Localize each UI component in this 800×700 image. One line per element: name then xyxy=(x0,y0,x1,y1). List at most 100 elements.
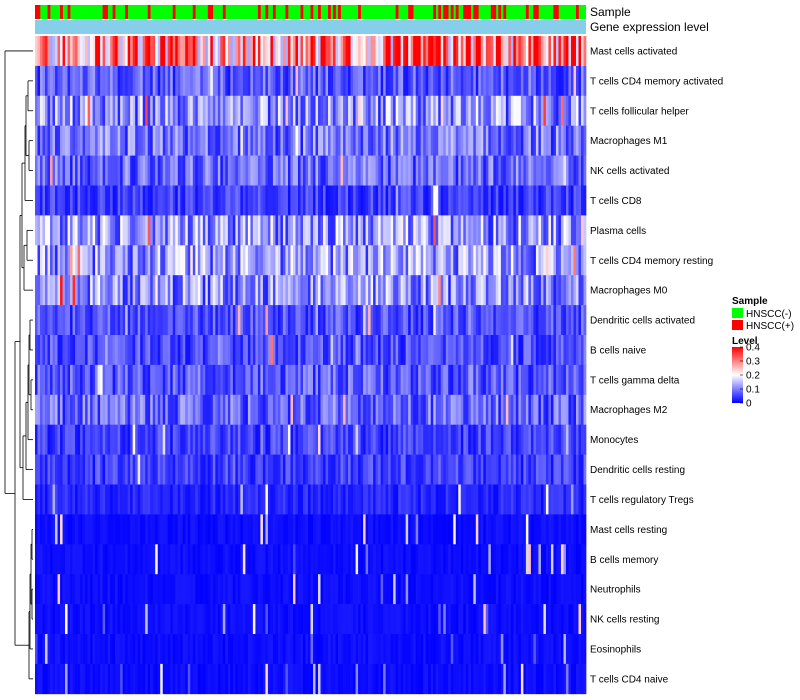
heatmap-cell xyxy=(195,634,199,665)
heatmap-cell xyxy=(545,125,549,156)
heatmap-cell xyxy=(117,36,121,67)
heatmap-cell xyxy=(120,305,123,336)
heatmap-cell xyxy=(550,335,554,366)
heatmap-cell xyxy=(450,394,454,426)
heatmap-cell xyxy=(180,454,184,485)
heatmap-cell xyxy=(365,215,369,246)
heatmap-cell xyxy=(167,245,171,276)
heatmap-cell xyxy=(398,394,402,426)
heatmap-cell xyxy=(515,185,519,216)
heatmap-cell xyxy=(508,185,512,216)
heatmap-cell xyxy=(363,424,366,455)
heatmap-cell xyxy=(57,544,61,575)
heatmap-cell xyxy=(515,36,519,67)
heatmap-cell xyxy=(418,275,422,306)
heatmap-cell xyxy=(548,544,552,575)
heatmap-cell xyxy=(115,275,118,306)
heatmap-cell xyxy=(265,155,269,186)
heatmap-cell xyxy=(470,215,474,246)
heatmap-cell xyxy=(438,574,442,605)
heatmap-cell xyxy=(295,514,299,545)
heatmap-cell xyxy=(140,185,144,216)
heatmap-cell xyxy=(132,335,136,366)
heatmap-cell xyxy=(50,275,53,306)
heatmap-cell xyxy=(560,484,564,515)
heatmap-cell xyxy=(117,65,121,97)
heatmap-cell xyxy=(260,305,264,336)
heatmap-cell xyxy=(165,663,169,695)
heatmap-cell xyxy=(493,155,497,186)
heatmap-cell xyxy=(227,95,231,127)
heatmap-cell xyxy=(35,185,38,216)
heatmap-cell xyxy=(85,215,88,246)
heatmap-cell xyxy=(295,305,299,336)
heatmap-cell xyxy=(275,424,279,455)
heatmap-cell xyxy=(100,335,103,366)
heatmap-cell xyxy=(187,125,191,156)
heatmap-cell xyxy=(195,155,199,186)
heatmap-cell xyxy=(495,424,499,455)
heatmap-cell xyxy=(235,185,239,216)
heatmap-cell xyxy=(107,36,111,67)
heatmap-cell xyxy=(240,125,244,156)
heatmap-cell xyxy=(210,275,214,306)
heatmap-cell xyxy=(215,634,219,665)
heatmap-cell xyxy=(470,364,474,396)
heatmap-cell xyxy=(227,215,231,246)
heatmap-cell xyxy=(222,275,226,306)
heatmap-cell xyxy=(205,215,209,246)
heatmap-cell xyxy=(240,634,244,665)
heatmap-cell xyxy=(408,305,412,336)
heatmap-cell xyxy=(350,424,354,455)
heatmap-cell xyxy=(310,574,314,605)
heatmap-cell xyxy=(117,335,121,366)
heatmap-cell xyxy=(210,215,214,246)
heatmap-cell xyxy=(565,36,569,67)
heatmap-cell xyxy=(503,95,507,127)
heatmap-cell xyxy=(583,663,587,695)
heatmap-cell xyxy=(247,215,251,246)
heatmap-cell xyxy=(378,484,381,515)
heatmap-cell xyxy=(175,574,179,605)
heatmap-cell xyxy=(443,663,447,695)
heatmap-cell xyxy=(548,215,552,246)
heatmap-cell xyxy=(440,484,444,515)
heatmap-cell xyxy=(495,544,499,575)
heatmap-cell xyxy=(403,484,407,515)
heatmap-cell xyxy=(580,394,584,426)
heatmap-cell xyxy=(408,185,412,216)
heatmap-cell xyxy=(92,275,96,306)
heatmap-cell xyxy=(222,484,226,515)
heatmap-cell xyxy=(410,185,414,216)
heatmap-cell xyxy=(503,185,507,216)
heatmap-cell xyxy=(70,424,73,455)
heatmap-cell xyxy=(107,95,111,127)
heatmap-cell xyxy=(142,155,146,186)
heatmap-cell xyxy=(75,424,78,455)
heatmap-cell xyxy=(152,125,156,156)
heatmap-cell xyxy=(400,424,404,455)
heatmap-cell xyxy=(525,544,529,575)
heatmap-cell xyxy=(105,454,108,485)
heatmap-cell xyxy=(583,245,587,276)
heatmap-cell xyxy=(122,394,126,426)
heatmap-cell xyxy=(495,185,499,216)
heatmap-cell xyxy=(155,155,159,186)
heatmap-cell xyxy=(575,514,579,545)
heatmap-cell xyxy=(543,364,547,396)
heatmap-cell xyxy=(125,215,129,246)
heatmap-cell xyxy=(320,335,324,366)
heatmap-cell xyxy=(430,514,434,545)
heatmap-cell xyxy=(505,65,509,97)
heatmap-cell xyxy=(313,634,316,665)
heatmap-cell xyxy=(200,36,204,67)
heatmap-cell xyxy=(318,604,321,635)
heatmap-cell xyxy=(105,215,108,246)
heatmap-cell xyxy=(177,634,181,665)
heatmap-cell xyxy=(363,514,366,545)
heatmap-cell xyxy=(217,394,221,426)
heatmap-cell xyxy=(485,125,489,156)
heatmap-cell xyxy=(323,663,326,695)
heatmap-cell xyxy=(120,544,123,575)
heatmap-cell xyxy=(92,574,96,605)
